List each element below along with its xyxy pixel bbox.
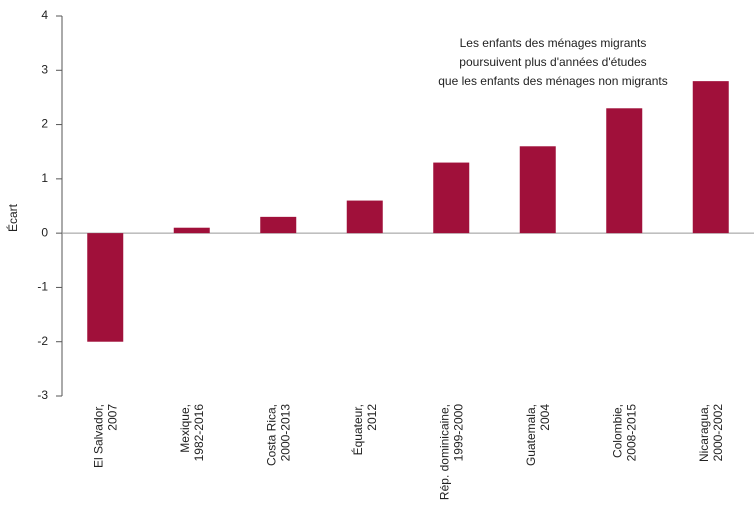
bar [173,227,210,234]
x-tick-label: Guatemala,2004 [524,404,552,466]
bar [433,162,470,234]
y-tick-label: 4 [41,8,48,22]
x-tick-label: Costa Rica,2000-2013 [264,404,292,466]
y-tick-label: 0 [41,225,48,239]
bar [519,146,556,234]
x-tick-label: Équateur,2012 [350,404,379,456]
y-tick-label: 3 [41,62,48,76]
y-tick-label: -1 [37,280,48,294]
bar [692,81,729,234]
x-tick-label: Mexique,1982-2016 [178,404,206,462]
annotation: poursuivent plus d'années d'études [459,55,646,69]
y-tick-label: -2 [37,334,48,348]
bar [346,200,383,234]
bar [260,216,297,234]
y-tick-label: 2 [41,117,48,131]
x-tick-label: Rép. dominicaine,1999-2000 [437,404,465,500]
x-tick-label: Nicaragua,2000-2002 [697,404,725,462]
annotation: que les enfants des ménages non migrants [438,74,667,88]
bar [606,108,643,234]
y-tick-label: 1 [41,171,48,185]
x-tick-label: El Salvador,2007 [91,404,119,468]
x-tick-label: Colombie,2008-2015 [610,404,638,462]
bar [87,233,124,342]
annotation: Les enfants des ménages migrants [460,36,647,50]
y-axis-label: Écart [5,203,20,232]
y-tick-label: -3 [37,388,48,402]
